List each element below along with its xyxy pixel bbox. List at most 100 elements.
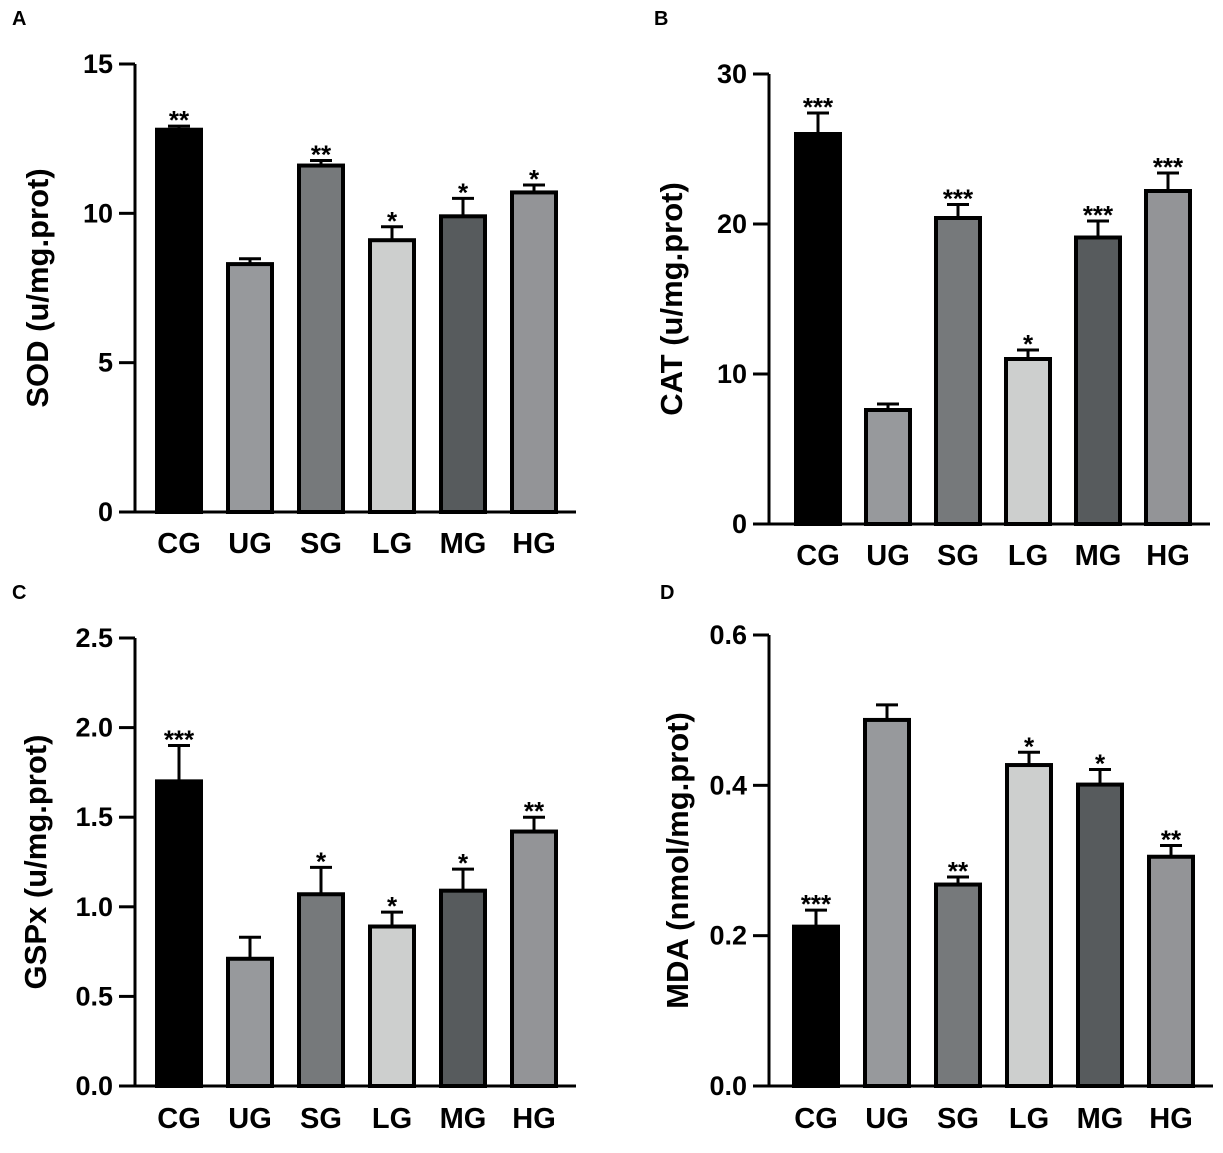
significance-mark-a-sg: ** — [311, 139, 332, 169]
bar-b-cg — [794, 132, 842, 526]
x-tick-label-b-sg: SG — [937, 540, 979, 572]
x-tick-label-c-cg: CG — [157, 1103, 201, 1135]
bar-c-mg — [439, 888, 487, 1088]
significance-mark-c-mg: * — [458, 848, 469, 878]
y-tick-label-c: 0.5 — [75, 981, 113, 1011]
significance-mark-b-sg: *** — [943, 184, 974, 214]
x-tick-label-a-cg: CG — [157, 528, 201, 560]
y-tick-label-d: 0.4 — [709, 770, 747, 800]
x-tick-label-c-hg: HG — [512, 1103, 556, 1135]
significance-mark-b-cg: *** — [803, 92, 834, 122]
significance-mark-a-hg: * — [529, 164, 540, 194]
significance-mark-b-lg: * — [1023, 329, 1034, 359]
bar-a-mg — [439, 214, 487, 514]
x-tick-label-a-ug: UG — [228, 528, 272, 560]
y-tick-label-c: 2.5 — [75, 623, 113, 653]
y-axis-title-c: GSPx (u/mg.prot) — [18, 735, 53, 990]
x-tick-label-d-lg: LG — [1009, 1103, 1049, 1135]
y-tick-label-c: 2.0 — [75, 713, 113, 743]
y-tick-label-d: 0.2 — [709, 921, 747, 951]
x-tick-label-a-sg: SG — [300, 528, 342, 560]
significance-mark-d-mg: * — [1095, 749, 1106, 779]
significance-mark-c-sg: * — [316, 846, 327, 876]
x-tick-label-d-cg: CG — [794, 1103, 838, 1135]
y-tick-label-d: 0.6 — [709, 620, 747, 650]
bar-d-lg — [1005, 763, 1053, 1088]
bar-c-cg — [155, 779, 203, 1089]
bar-b-lg — [1004, 357, 1052, 526]
chart-panel-a: A 0 5 10 15 SOD (u/mg.prot) ** CG UG ** SG * LG * MG *… — [0, 0, 611, 576]
bar-chart-cat: 0 10 20 30 CAT (u/mg.prot) *** CG UG *** SG * LG ***… — [654, 59, 1210, 572]
bar-d-sg — [934, 882, 982, 1089]
chart-panel-d: D 0.0 0.2 0.4 0.6 MDA (nmol/mg.prot) *** CG UG *… — [612, 576, 1223, 1152]
x-tick-label-b-hg: HG — [1146, 540, 1190, 572]
x-tick-label-c-ug: UG — [228, 1103, 272, 1135]
x-tick-label-b-lg: LG — [1008, 540, 1048, 572]
bar-c-hg — [510, 829, 558, 1088]
y-tick-label-b: 20 — [717, 209, 747, 239]
bar-b-hg — [1144, 189, 1192, 526]
x-tick-label-c-mg: MG — [440, 1103, 487, 1135]
y-tick-label-c: 0.0 — [75, 1071, 113, 1101]
y-tick-label-b: 30 — [717, 59, 747, 89]
significance-mark-d-lg: * — [1024, 731, 1035, 761]
x-tick-label-b-ug: UG — [866, 540, 910, 572]
bar-d-cg — [792, 924, 840, 1088]
bar-b-mg — [1074, 235, 1122, 526]
y-tick-label-b: 10 — [717, 359, 747, 389]
significance-mark-c-cg: *** — [164, 725, 195, 755]
bar-chart-sod: 0 5 10 15 SOD (u/mg.prot) ** CG UG ** SG * LG * MG * HG — [20, 49, 576, 560]
bar-a-ug — [226, 262, 274, 514]
x-tick-label-a-hg: HG — [512, 528, 556, 560]
x-tick-label-d-mg: MG — [1077, 1103, 1124, 1135]
significance-mark-b-mg: *** — [1083, 200, 1114, 230]
significance-mark-d-cg: *** — [801, 889, 832, 919]
y-tick-label-a: 15 — [83, 49, 113, 79]
x-tick-label-b-mg: MG — [1075, 540, 1122, 572]
chart-panel-c: C 0.0 0.5 1.0 1.5 2.0 2.5 GSPx (u/mg.prot) *** C… — [0, 576, 611, 1152]
x-tick-label-d-hg: HG — [1149, 1103, 1193, 1135]
y-tick-label-d: 0.0 — [709, 1071, 747, 1101]
bar-a-cg — [155, 127, 203, 514]
bar-a-hg — [510, 190, 558, 514]
significance-mark-c-hg: ** — [524, 796, 545, 826]
bar-c-ug — [226, 956, 274, 1089]
bar-b-ug — [864, 408, 912, 526]
y-tick-label-a: 10 — [83, 198, 113, 228]
bar-a-sg — [297, 163, 345, 514]
y-tick-label-b: 0 — [732, 509, 747, 539]
x-tick-label-d-ug: UG — [865, 1103, 909, 1135]
significance-mark-a-lg: * — [387, 206, 398, 236]
x-tick-label-a-lg: LG — [372, 528, 412, 560]
bar-d-ug — [863, 717, 911, 1089]
y-axis-title-b: CAT (u/mg.prot) — [654, 182, 689, 416]
bar-c-lg — [368, 924, 416, 1088]
significance-mark-c-lg: * — [387, 891, 398, 921]
panel-label-d: D — [660, 582, 675, 604]
x-tick-label-c-lg: LG — [372, 1103, 412, 1135]
y-tick-label-a: 5 — [98, 348, 113, 378]
chart-panel-b: B 0 10 20 30 CAT (u/mg.prot) *** CG UG *** SG * LG *… — [612, 0, 1223, 576]
significance-mark-a-cg: ** — [169, 105, 190, 135]
y-axis-title-d: MDA (nmol/mg.prot) — [660, 712, 695, 1009]
x-tick-label-d-sg: SG — [937, 1103, 979, 1135]
y-axis-title-a: SOD (u/mg.prot) — [20, 168, 55, 407]
x-tick-label-a-mg: MG — [440, 528, 487, 560]
bar-a-lg — [368, 238, 416, 514]
y-tick-label-c: 1.0 — [75, 892, 113, 922]
bar-b-sg — [934, 216, 982, 526]
y-tick-label-a: 0 — [98, 497, 113, 527]
bar-d-mg — [1076, 782, 1124, 1088]
significance-mark-d-hg: ** — [1161, 824, 1182, 854]
bar-c-sg — [297, 892, 345, 1089]
x-tick-label-c-sg: SG — [300, 1103, 342, 1135]
panel-label-b: B — [654, 8, 669, 30]
panel-label-c: C — [12, 582, 27, 604]
bar-d-hg — [1147, 854, 1195, 1088]
significance-mark-a-mg: * — [458, 177, 469, 207]
y-tick-label-c: 1.5 — [75, 802, 113, 832]
x-tick-label-b-cg: CG — [796, 540, 840, 572]
panel-label-a: A — [12, 8, 27, 30]
